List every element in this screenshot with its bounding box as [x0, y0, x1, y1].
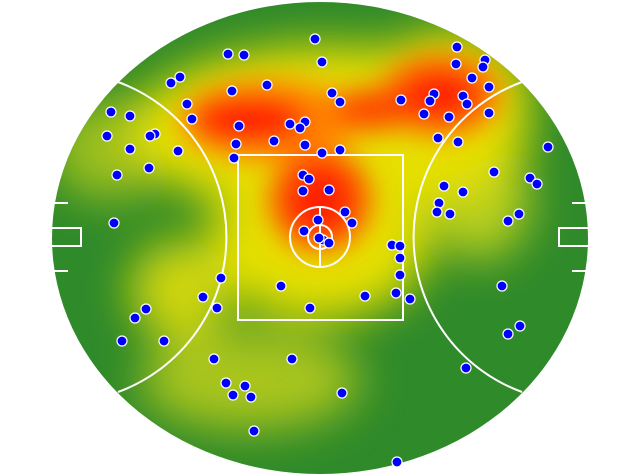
point: [211, 302, 223, 314]
point: [108, 217, 120, 229]
point: [334, 144, 346, 156]
point: [124, 110, 136, 122]
point: [451, 41, 463, 53]
point: [230, 138, 242, 150]
point: [477, 61, 489, 73]
point: [431, 206, 443, 218]
point: [432, 132, 444, 144]
point: [165, 77, 177, 89]
point: [299, 139, 311, 151]
point: [359, 290, 371, 302]
point: [239, 380, 251, 392]
point: [268, 135, 280, 147]
point: [390, 287, 402, 299]
point: [174, 71, 186, 83]
point: [294, 122, 306, 134]
point: [197, 291, 209, 303]
point: [483, 81, 495, 93]
point: [227, 389, 239, 401]
point: [284, 118, 296, 130]
point: [339, 206, 351, 218]
point: [140, 303, 152, 315]
point: [450, 58, 462, 70]
point: [105, 106, 117, 118]
point: [444, 208, 456, 220]
point: [158, 335, 170, 347]
point: [346, 217, 358, 229]
point: [143, 162, 155, 174]
point: [248, 425, 260, 437]
point: [452, 136, 464, 148]
point: [466, 72, 478, 84]
point: [286, 353, 298, 365]
point: [488, 166, 500, 178]
point: [502, 215, 514, 227]
point: [226, 85, 238, 97]
point: [394, 240, 406, 252]
point: [457, 186, 469, 198]
point: [483, 107, 495, 119]
point: [309, 33, 321, 45]
point: [496, 280, 508, 292]
point: [144, 130, 156, 142]
point: [304, 302, 316, 314]
point: [542, 141, 554, 153]
point: [172, 145, 184, 157]
point: [261, 79, 273, 91]
point: [418, 108, 430, 120]
point: [298, 225, 310, 237]
point: [524, 172, 536, 184]
point: [323, 184, 335, 196]
point: [220, 377, 232, 389]
point: [181, 98, 193, 110]
point: [245, 391, 257, 403]
points: [101, 33, 554, 468]
point: [186, 113, 198, 125]
point: [323, 237, 335, 249]
point: [238, 49, 250, 61]
point: [116, 335, 128, 347]
point: [334, 96, 346, 108]
point: [438, 180, 450, 192]
point: [228, 152, 240, 164]
point: [124, 143, 136, 155]
point: [111, 169, 123, 181]
point: [394, 252, 406, 264]
point: [297, 185, 309, 197]
point: [275, 280, 287, 292]
point: [336, 387, 348, 399]
point: [531, 178, 543, 190]
point: [460, 362, 472, 374]
point: [514, 320, 526, 332]
point: [424, 95, 436, 107]
point: [312, 214, 324, 226]
point: [313, 232, 325, 244]
point: [208, 353, 220, 365]
point: [326, 87, 338, 99]
point: [391, 456, 403, 468]
point: [316, 147, 328, 159]
point: [404, 293, 416, 305]
point: [395, 94, 407, 106]
point: [394, 269, 406, 281]
point: [233, 120, 245, 132]
point: [101, 130, 113, 142]
point: [129, 312, 141, 324]
point: [461, 98, 473, 110]
point: [502, 328, 514, 340]
point: [316, 56, 328, 68]
point: [513, 208, 525, 220]
point: [303, 173, 315, 185]
point: [433, 197, 445, 209]
point: [443, 111, 455, 123]
point: [215, 272, 227, 284]
point: [222, 48, 234, 60]
